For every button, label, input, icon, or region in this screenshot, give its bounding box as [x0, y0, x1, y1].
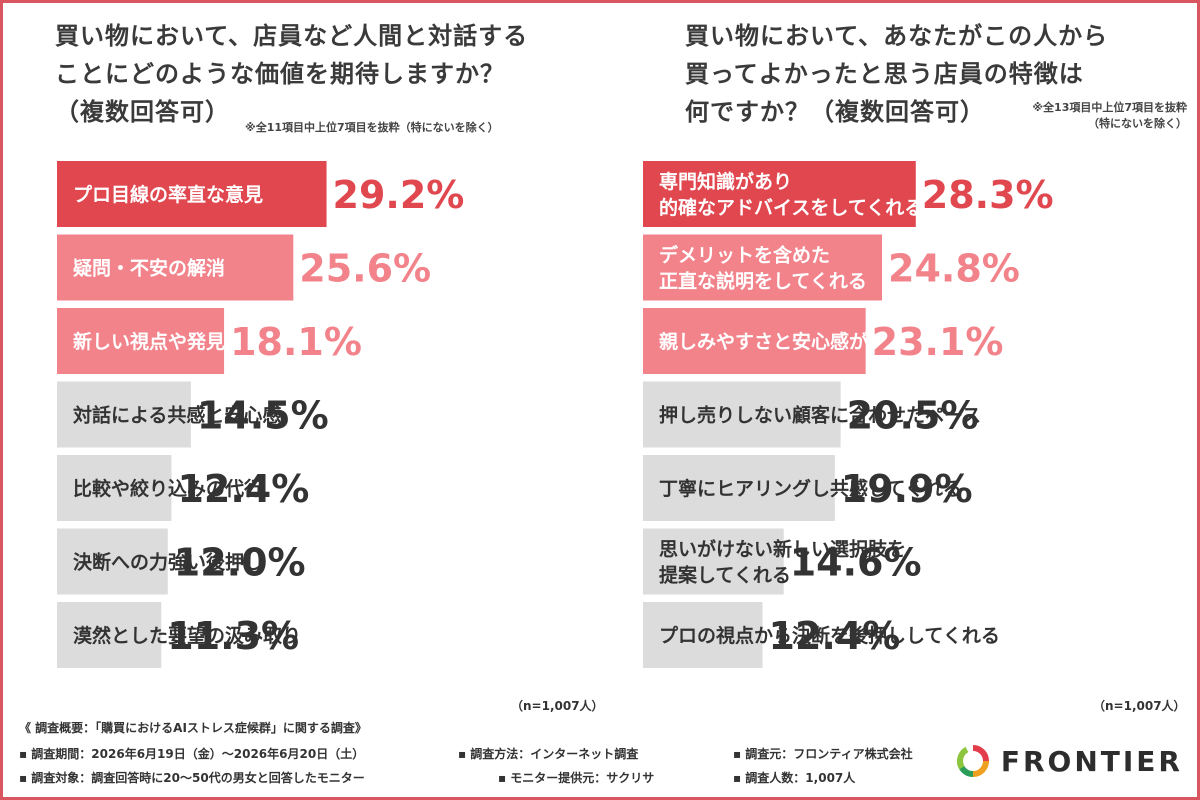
right-bar-1 [643, 161, 916, 227]
survey-period: ▪ 調査期間：2026年6月19日（金）〜2026年6月20日（土） [19, 747, 365, 761]
left-value-label-7: 11.3% [167, 614, 299, 658]
survey-overview: 《 調査概要：「購買におけるAIストレス症候群」に関する調査》 [19, 721, 367, 735]
right-note-line-2: （特にないを除く） [1088, 117, 1187, 130]
left-value-label-6: 12.0% [174, 541, 306, 585]
left-value-label-4: 14.5% [197, 394, 329, 438]
left-bar-7 [57, 602, 162, 668]
frontier-ring-icon [956, 745, 989, 777]
right-bar-3 [643, 308, 866, 374]
right-bar-6 [643, 528, 784, 595]
frontier-logo: FRONTIER [953, 741, 1183, 781]
left-bar-6 [57, 528, 168, 595]
left-value-label-3: 18.1% [230, 320, 362, 364]
left-title: 買い物において、店員など人間と対話する ことにどのような価値を期待しますか？ （… [55, 17, 528, 131]
left-bar-3 [57, 308, 225, 374]
survey-method: ▪ 調査方法：インターネット調査 [458, 747, 639, 761]
left-note: ※全11項目中上位7項目を抜粋（特にないを除く） [245, 121, 499, 134]
right-value-label-7: 12.4% [769, 614, 901, 658]
right-value-label-6: 14.6% [790, 541, 922, 585]
right-category-label-7: プロの視点から決断を後押ししてくれる [659, 624, 1000, 647]
right-category-label-6-line-2: 提案してくれる [659, 564, 791, 587]
right-value-label-1: 28.3% [922, 173, 1054, 217]
right-bar-5 [643, 455, 835, 521]
right-title-line-2: 買ってよかったと思う店員の特徴は [685, 60, 1084, 88]
right-value-label-2: 24.8% [888, 247, 1020, 291]
left-bar-5 [57, 455, 172, 521]
right-note: ※全13項目中上位7項目を抜粋 （特にないを除く） [1003, 99, 1187, 131]
right-note-line-1: ※全13項目中上位7項目を抜粋 [1032, 101, 1187, 114]
survey-provider: ▪ モニター提供元：サクリサ [498, 771, 655, 785]
survey-count: ▪ 調査人数：1,007人 [733, 771, 856, 785]
left-title-line-1: 買い物において、店員など人間と対話する [55, 22, 529, 50]
left-bar-1 [57, 161, 327, 227]
left-bar-chart: プロ目線の率直な意見 29.2%疑問・不安の解消 25.6%新しい視点や発見の提供1… [57, 161, 465, 668]
left-category-label-2: 疑問・不安の解消 [73, 257, 225, 280]
survey-target: ▪ 調査対象：調査回答時に20〜50代の男女と回答したモニター [19, 771, 365, 785]
right-category-label-3: 親しみやすさと安心感がある [659, 330, 906, 353]
right-bar-4 [643, 381, 841, 448]
left-category-label-1: プロ目線の率直な意見 [73, 183, 263, 206]
left-category-label-7: 漠然とした要望の汲み取り [73, 624, 301, 647]
survey-organizer: ▪ 調査元：フロンティア株式会社 [733, 747, 913, 761]
right-sample-size: （n=1,007人） [1093, 699, 1186, 713]
left-title-line-2: ことにどのような価値を期待しますか？ [55, 60, 505, 88]
right-bar-7 [643, 602, 763, 668]
right-category-label-1-line-1: 専門知識があり [659, 170, 792, 193]
right-category-label-5: 丁寧にヒアリングし共感してくれる [659, 477, 962, 500]
left-bar-4 [57, 381, 191, 448]
right-title-line-1: 買い物において、あなたがこの人から [685, 22, 1109, 50]
right-value-label-5: 19.9% [841, 467, 973, 511]
right-value-label-4: 20.5% [847, 394, 979, 438]
left-category-label-6: 決断への力強い後押し [73, 551, 263, 574]
right-category-label-2-line-2: 正直な説明をしてくれる [659, 270, 867, 293]
left-value-label-2: 25.6% [299, 247, 431, 291]
left-value-label-5: 12.4% [177, 467, 309, 511]
right-title: 買い物において、あなたがこの人から 買ってよかったと思う店員の特徴は 何ですか？… [685, 17, 1108, 131]
right-category-label-2-line-1: デメリットを含めた [659, 244, 830, 267]
right-category-label-1-line-2: 的確なアドバイスをしてくれる [659, 196, 923, 219]
right-value-label-3: 23.1% [872, 320, 1004, 364]
right-title-line-3: 何ですか？（複数回答可） [685, 98, 985, 126]
left-bar-2 [57, 234, 294, 301]
left-category-label-3: 新しい視点や発見の提供 [73, 330, 282, 353]
right-category-label-4: 押し売りしない顧客に合わせたペース [659, 404, 981, 427]
right-category-label-6-line-1: 思いがけない新しい選択肢を [659, 538, 906, 561]
frontier-logo-text: FRONTIER [1000, 744, 1183, 778]
right-bar-2 [643, 234, 883, 301]
left-title-line-3: （複数回答可） [55, 98, 230, 126]
left-category-label-4: 対話による共感と安心感 [72, 404, 281, 427]
left-sample-size: （n=1,007人） [511, 699, 604, 713]
left-category-label-5: 比較や絞り込みの代行 [73, 477, 263, 500]
left-value-label-1: 29.2% [333, 173, 465, 217]
